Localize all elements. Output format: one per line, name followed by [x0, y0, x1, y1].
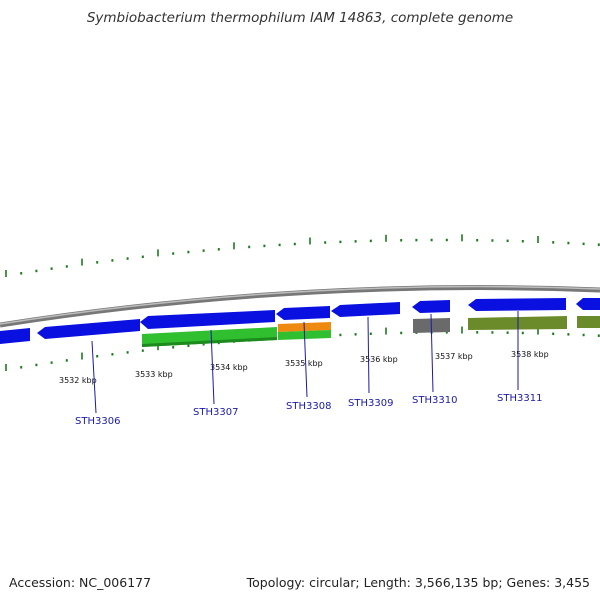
kbp-label: 3532 kbp — [59, 376, 97, 385]
gene-leaders — [91, 311, 519, 414]
leader-line — [303, 321, 308, 398]
gene-label-sth3306[interactable]: STH3306 — [75, 416, 120, 427]
cog-bar-olive[interactable] — [577, 316, 600, 328]
gene-arrow[interactable] — [331, 302, 400, 317]
gene-labels: STH3306 STH3307 STH3308 STH3309 STH3310 … — [75, 393, 542, 427]
leader-line — [430, 313, 434, 393]
kbp-label: 3536 kbp — [360, 355, 398, 364]
genome-summary: Topology: circular; Length: 3,566,135 bp… — [246, 575, 590, 590]
cog-bar-green-shade — [142, 337, 277, 347]
gene-label-sth3307[interactable]: STH3307 — [193, 407, 238, 418]
leader-line — [210, 329, 215, 405]
gene-arrow[interactable] — [37, 319, 140, 339]
kbp-label: 3537 kbp — [435, 352, 473, 361]
gene-label-sth3310[interactable]: STH3310 — [412, 395, 457, 406]
kbp-label: 3535 kbp — [285, 359, 323, 368]
kbp-label: 3533 kbp — [135, 370, 173, 379]
gene-arrow[interactable] — [468, 298, 566, 311]
kbp-label: 3538 kbp — [511, 350, 549, 359]
gene-arrow[interactable] — [576, 298, 600, 310]
genome-backbone-highlight — [0, 285, 600, 325]
accession-label: Accession: NC_006177 — [9, 575, 152, 590]
genome-backbone — [0, 285, 600, 328]
gene-label-sth3311[interactable]: STH3311 — [497, 393, 542, 404]
kbp-label: 3534 kbp — [210, 363, 248, 372]
cog-bar-green[interactable] — [142, 327, 277, 347]
strand-genes — [0, 298, 600, 344]
gene-label-sth3308[interactable]: STH3308 — [286, 401, 331, 412]
gene-arrow[interactable] — [0, 328, 30, 344]
gene-arrow[interactable] — [140, 310, 275, 329]
kbp-scale: 3532 kbp 3533 kbp 3534 kbp 3535 kbp 3536… — [59, 350, 549, 385]
gene-label-sth3309[interactable]: STH3309 — [348, 398, 393, 409]
outer-tick-ring — [5, 234, 600, 278]
leader-line — [91, 340, 97, 414]
genome-title: Symbiobacterium thermophilum IAM 14863, … — [86, 10, 514, 26]
gene-arrow[interactable] — [412, 300, 450, 313]
gene-arrow[interactable] — [276, 306, 330, 320]
leader-line — [367, 316, 370, 394]
